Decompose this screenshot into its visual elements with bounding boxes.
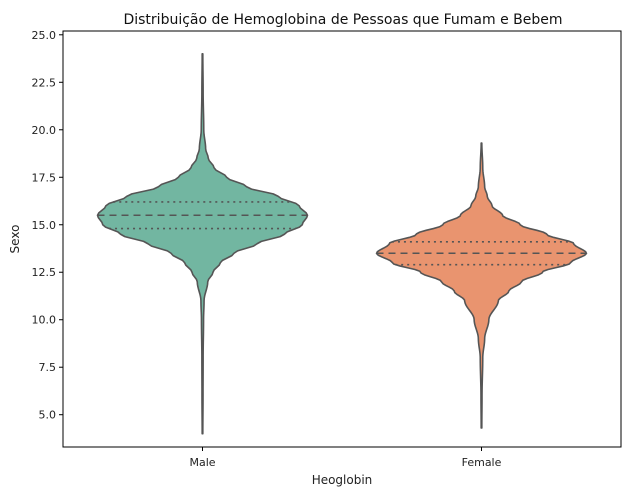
chart-title: Distribuição de Hemoglobina de Pessoas q… — [123, 12, 562, 28]
y-tick-label: 7.5 — [39, 361, 57, 374]
plot-frame — [62, 30, 622, 448]
y-tick-label: 15.0 — [32, 219, 57, 232]
y-tick-label: 5.0 — [39, 409, 57, 422]
violin-female — [375, 142, 588, 429]
y-tick-label: 22.5 — [32, 76, 57, 89]
y-tick-label: 12.5 — [32, 266, 57, 279]
violin-male — [96, 52, 309, 435]
plot-area — [96, 52, 588, 435]
x-axis: Male Female — [189, 447, 502, 469]
x-axis-label: Heoglobin — [312, 473, 373, 487]
y-tick-label: 10.0 — [32, 314, 57, 327]
x-tick-label: Male — [189, 456, 215, 469]
y-tick-label: 20.0 — [32, 124, 57, 137]
violin-body — [96, 52, 309, 435]
y-axis: 5.0 7.5 10.0 12.5 15.0 17.5 20.0 22.5 25.0 — [32, 29, 63, 422]
y-tick-label: 25.0 — [32, 29, 57, 42]
y-axis-label: Sexo — [8, 225, 22, 254]
y-tick-label: 17.5 — [32, 171, 57, 184]
violin-body — [375, 142, 588, 429]
x-tick-label: Female — [462, 456, 502, 469]
